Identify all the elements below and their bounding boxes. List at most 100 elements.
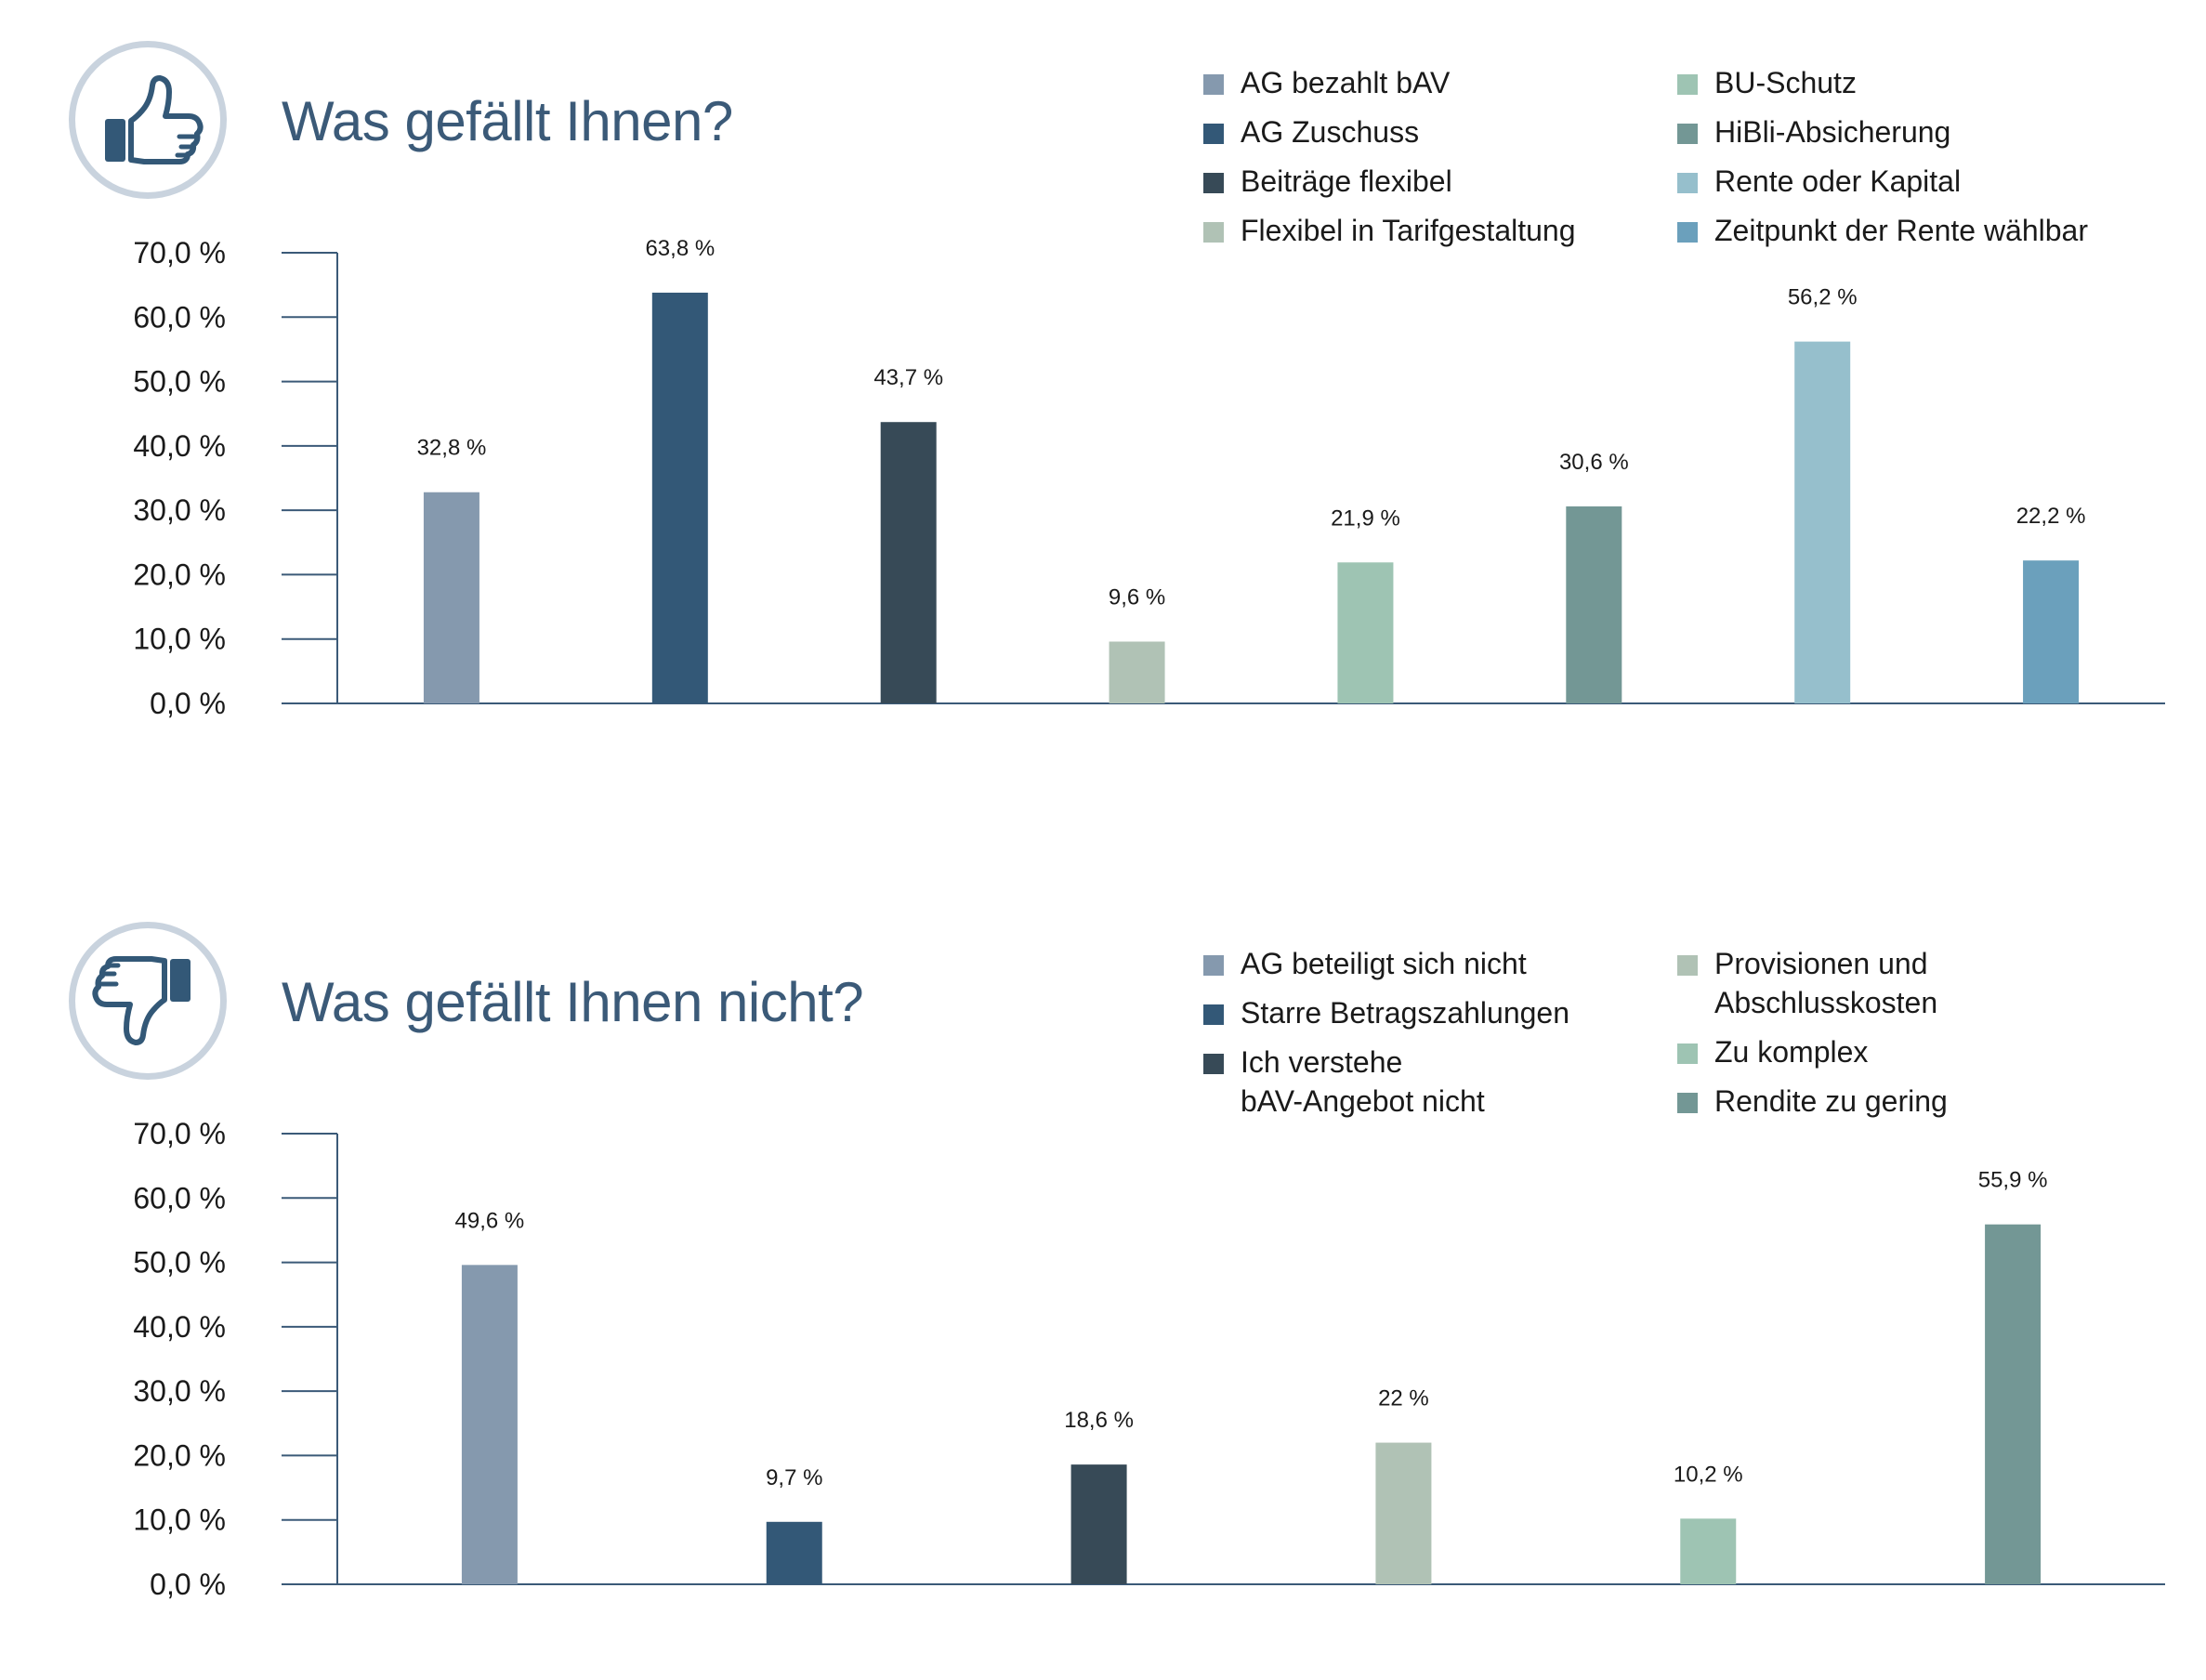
legend-swatch	[1677, 1043, 1698, 1064]
legend-column-right: Provisionen und Abschlusskosten Zu komplex…	[1677, 944, 1948, 1131]
legend-label: AG beteiligt sich nicht	[1241, 947, 1527, 980]
bar-ag-zuschuss	[651, 292, 708, 703]
legend-column-right: BU-Schutz HiBli-Absicherung Rente oder Kap…	[1677, 63, 2088, 260]
bar-ich-verstehe-bav-angebot-nicht	[1070, 1464, 1127, 1584]
y-tick-label: 10,0 %	[133, 1503, 226, 1537]
legend-item: Beiträge flexibel	[1203, 162, 1576, 201]
legend-swatch	[1677, 74, 1698, 95]
data-label: 22 %	[1378, 1386, 1429, 1411]
legend-label: Flexibel in Tarifgestaltung	[1241, 214, 1576, 247]
y-tick-label: 70,0 %	[133, 1117, 226, 1150]
bar-zu-komplex	[1680, 1518, 1737, 1584]
data-label: 10,2 %	[1674, 1462, 1743, 1487]
legend-label: bAV-Angebot nicht	[1241, 1084, 1485, 1118]
y-tick-label: 60,0 %	[133, 300, 226, 334]
bar-beiträge-flexibel	[880, 422, 937, 703]
bar-rente-oder-kapital	[1794, 341, 1851, 703]
chart-panel-likes: Was gefällt Ihnen? AG bezahlt bAV AG Zusc…	[0, 0, 2206, 799]
legend-swatch	[1203, 955, 1224, 976]
y-tick-label: 30,0 %	[133, 1374, 226, 1408]
legend-item: Zeitpunkt der Rente wählbar	[1677, 211, 2088, 250]
y-tick-label: 60,0 %	[133, 1181, 226, 1214]
legend-label: Beiträge flexibel	[1241, 164, 1452, 198]
legend-label: AG Zuschuss	[1241, 115, 1420, 149]
bar-chart: 0,0 % 10,0 % 20,0 % 30,0 % 40,0 % 50,0 % 60,0 …	[133, 1117, 2165, 1601]
data-label: 22,2 %	[2016, 504, 2086, 529]
y-tick-label: 10,0 %	[133, 623, 226, 656]
bar-zeitpunkt-der-rente-wählbar	[2023, 560, 2080, 703]
thumbs-down-icon	[92, 956, 190, 1045]
data-label: 56,2 %	[1788, 285, 1858, 310]
legend-column-left: AG beteiligt sich nicht Starre Betragszah…	[1203, 944, 1569, 1131]
legend-label: AG bezahlt bAV	[1241, 66, 1451, 99]
legend-item: HiBli-Absicherung	[1677, 112, 2088, 151]
legend-swatch	[1203, 74, 1224, 95]
legend-swatch	[1203, 1054, 1224, 1074]
legend-swatch	[1677, 1093, 1698, 1113]
bar-ag-beteiligt-sich-nicht	[461, 1265, 518, 1584]
legend-item: Ich verstehe bAV-Angebot nicht	[1203, 1043, 1569, 1121]
legend-swatch	[1677, 955, 1698, 976]
bar-flexibel-in-tarifgestaltung	[1109, 641, 1165, 703]
y-tick-label: 0,0 %	[150, 1568, 226, 1601]
y-tick-label: 40,0 %	[133, 1310, 226, 1344]
legend-swatch	[1203, 124, 1224, 144]
data-label: 32,8 %	[417, 436, 487, 461]
bar-bu-schutz	[1337, 562, 1394, 703]
legend-swatch	[1677, 173, 1698, 193]
legend-item: Rendite zu gering	[1677, 1082, 1948, 1121]
y-tick-label: 40,0 %	[133, 429, 226, 463]
legend-item: AG Zuschuss	[1203, 112, 1576, 151]
legend-item: AG bezahlt bAV	[1203, 63, 1576, 102]
legend: AG beteiligt sich nicht Starre Betragszah…	[1203, 944, 2188, 1158]
y-tick-label: 50,0 %	[133, 1246, 226, 1280]
legend-label: HiBli-Absicherung	[1714, 115, 1951, 149]
legend-label: Rente oder Kapital	[1714, 164, 1962, 198]
thumbs-up-icon	[105, 75, 204, 164]
legend-label: Zu komplex	[1714, 1035, 1869, 1069]
legend-label: Provisionen und	[1714, 947, 1928, 980]
bar-ag-bezahlt-bav	[423, 492, 479, 703]
data-label: 43,7 %	[873, 365, 943, 390]
legend-label: Abschlusskosten	[1714, 986, 1938, 1019]
legend-swatch	[1203, 173, 1224, 193]
legend-item: Zu komplex	[1677, 1032, 1948, 1071]
data-label: 63,8 %	[645, 236, 715, 261]
data-label: 21,9 %	[1331, 505, 1400, 531]
legend-label: Ich verstehe	[1241, 1045, 1403, 1079]
legend-item: Starre Betragszahlungen	[1203, 993, 1569, 1032]
y-tick-label: 30,0 %	[133, 493, 226, 527]
legend-swatch	[1203, 222, 1224, 243]
chart-panel-dislikes: Was gefällt Ihnen nicht? AG beteiligt si…	[0, 881, 2206, 1680]
chart-title: Was gefällt Ihnen nicht?	[282, 971, 864, 1033]
y-tick-label: 20,0 %	[133, 558, 226, 591]
legend-column-left: AG bezahlt bAV AG Zuschuss Beiträge flexib…	[1203, 63, 1576, 260]
chart-title: Was gefällt Ihnen?	[282, 90, 733, 152]
bar-hibli-absicherung	[1566, 505, 1622, 703]
legend-swatch	[1677, 124, 1698, 144]
thumbs-down-badge	[69, 922, 227, 1080]
legend-swatch	[1203, 1004, 1224, 1025]
legend-item: Provisionen und Abschlusskosten	[1677, 944, 1948, 1022]
data-label: 49,6 %	[455, 1208, 525, 1233]
data-label: 30,6 %	[1559, 450, 1629, 475]
y-tick-label: 0,0 %	[150, 687, 226, 720]
thumbs-up-badge	[69, 41, 227, 199]
legend-item: Flexibel in Tarifgestaltung	[1203, 211, 1576, 250]
legend-label: Rendite zu gering	[1714, 1084, 1948, 1118]
legend-item: BU-Schutz	[1677, 63, 2088, 102]
legend-swatch	[1677, 222, 1698, 243]
y-tick-label: 70,0 %	[133, 236, 226, 269]
bar-chart: 0,0 % 10,0 % 20,0 % 30,0 % 40,0 % 50,0 % 60,0 …	[133, 236, 2165, 720]
y-tick-label: 20,0 %	[133, 1438, 226, 1472]
data-label: 9,7 %	[766, 1465, 822, 1490]
bar-provisionen-und-abschlusskosten	[1375, 1442, 1432, 1584]
data-label: 55,9 %	[1978, 1168, 2048, 1193]
legend: AG bezahlt bAV AG Zuschuss Beiträge flexib…	[1203, 63, 2188, 277]
bar-rendite-zu-gering	[1985, 1224, 2042, 1584]
legend-label: Zeitpunkt der Rente wählbar	[1714, 214, 2088, 247]
legend-item: AG beteiligt sich nicht	[1203, 944, 1569, 983]
data-label: 9,6 %	[1109, 584, 1165, 610]
data-label: 18,6 %	[1064, 1408, 1134, 1433]
legend-item: Rente oder Kapital	[1677, 162, 2088, 201]
